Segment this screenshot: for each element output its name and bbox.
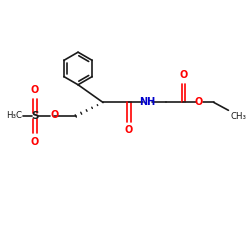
Text: O: O (31, 137, 39, 147)
Text: O: O (31, 85, 39, 95)
Text: O: O (50, 110, 58, 120)
Text: H₃C: H₃C (6, 112, 22, 120)
Text: O: O (195, 98, 203, 108)
Text: O: O (179, 70, 187, 81)
Text: S: S (31, 111, 39, 121)
Text: O: O (125, 126, 133, 136)
Text: CH₃: CH₃ (230, 112, 246, 121)
Text: NH: NH (139, 98, 155, 108)
